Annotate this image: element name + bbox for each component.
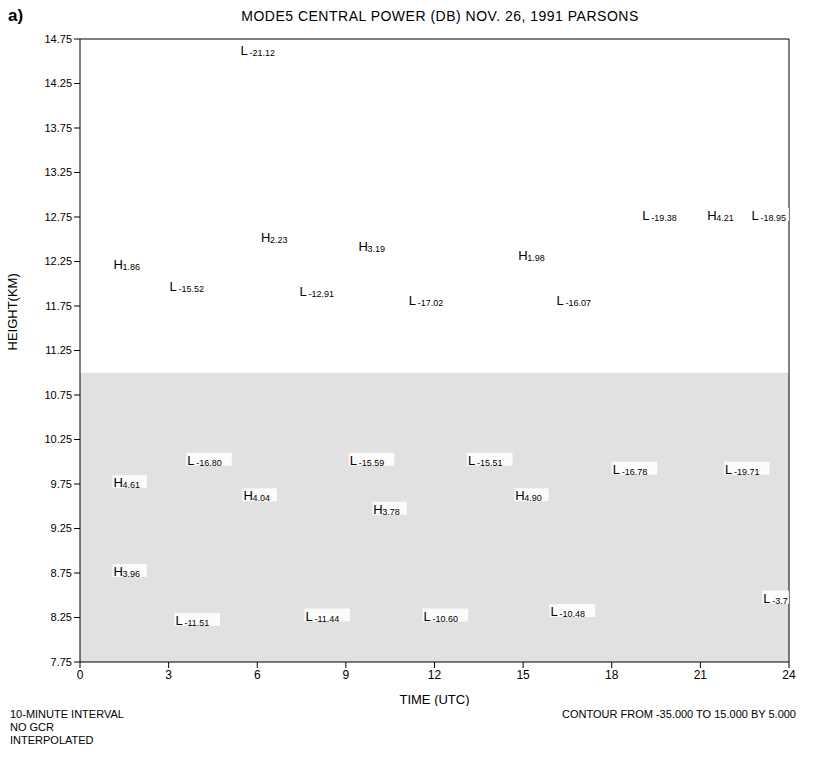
svg-text:L: L <box>305 609 312 624</box>
svg-text:6: 6 <box>254 668 261 682</box>
svg-text:4.21: 4.21 <box>716 213 734 223</box>
svg-text:0: 0 <box>77 668 84 682</box>
svg-text:L: L <box>557 293 564 308</box>
svg-text:-16.07: -16.07 <box>566 298 592 308</box>
svg-text:H: H <box>113 564 122 579</box>
svg-text:24: 24 <box>782 668 796 682</box>
html-text:a): a) <box>8 6 24 25</box>
svg-text:L: L <box>187 453 194 468</box>
svg-text:L: L <box>240 43 247 58</box>
svg-text:H: H <box>113 257 122 272</box>
svg-text:-11.51: -11.51 <box>184 618 209 628</box>
svg-text:L: L <box>613 462 620 477</box>
svg-text:11.75: 11.75 <box>45 300 72 312</box>
svg-text:-19.38: -19.38 <box>651 213 677 223</box>
svg-text:-16.80: -16.80 <box>196 458 222 468</box>
svg-text:8.75: 8.75 <box>51 567 72 579</box>
svg-text:TIME (UTC): TIME (UTC) <box>399 692 469 706</box>
svg-text:4.04: 4.04 <box>252 493 270 503</box>
svg-text:H: H <box>515 488 524 503</box>
svg-text:L: L <box>763 591 770 606</box>
svg-text:L: L <box>170 279 177 294</box>
svg-text:L: L <box>551 604 558 619</box>
svg-text:L: L <box>468 453 475 468</box>
svg-text:L: L <box>752 208 759 223</box>
svg-text:11.25: 11.25 <box>45 344 72 356</box>
svg-text:-15.52: -15.52 <box>179 284 205 294</box>
svg-text:10.75: 10.75 <box>44 389 72 401</box>
svg-text:7.75: 7.75 <box>51 656 72 668</box>
svg-text:-21.12: -21.12 <box>249 48 275 58</box>
svg-text:9: 9 <box>343 668 350 682</box>
svg-text:4.90: 4.90 <box>524 493 542 503</box>
svg-text:-12.91: -12.91 <box>309 289 335 299</box>
svg-text:H: H <box>707 208 716 223</box>
html-text:MODE5 CENTRAL POWER (DB) NOV.: MODE5 CENTRAL POWER (DB) NOV. 26, 1991 P… <box>241 8 639 24</box>
svg-text:9.25: 9.25 <box>51 522 72 534</box>
svg-text:3.78: 3.78 <box>382 507 400 517</box>
svg-text:10.25: 10.25 <box>44 433 72 445</box>
svg-text:L: L <box>175 613 182 628</box>
svg-text:L: L <box>350 453 357 468</box>
svg-text:12.75: 12.75 <box>44 211 72 223</box>
svg-text:3.96: 3.96 <box>122 569 140 579</box>
svg-text:H: H <box>261 230 270 245</box>
svg-text:12.25: 12.25 <box>44 255 72 267</box>
svg-text:-18.95: -18.95 <box>761 213 787 223</box>
svg-text:H: H <box>373 502 382 517</box>
svg-text:-10.48: -10.48 <box>560 609 586 619</box>
html-text:CONTOUR FROM -35.000 TO 15.000: CONTOUR FROM -35.000 TO 15.000 BY 5.000 <box>562 708 796 720</box>
svg-text:HEIGHT(KM): HEIGHT(KM) <box>5 273 20 350</box>
svg-text:3: 3 <box>165 668 172 682</box>
svg-text:-16.78: -16.78 <box>622 467 648 477</box>
svg-text:L: L <box>642 208 649 223</box>
html-text:INTERPOLATED: INTERPOLATED <box>10 734 94 746</box>
svg-text:3.19: 3.19 <box>368 244 386 254</box>
svg-text:L: L <box>424 609 431 624</box>
svg-text:2.23: 2.23 <box>270 235 288 245</box>
svg-text:12: 12 <box>428 668 442 682</box>
svg-text:9.75: 9.75 <box>51 478 72 490</box>
svg-text:18: 18 <box>605 668 619 682</box>
svg-text:-17.02: -17.02 <box>418 298 444 308</box>
svg-text:-3.7: -3.7 <box>772 596 788 606</box>
svg-text:14.25: 14.25 <box>44 77 72 89</box>
svg-text:H: H <box>518 248 527 263</box>
svg-text:4.61: 4.61 <box>122 480 140 490</box>
svg-text:21: 21 <box>694 668 708 682</box>
svg-text:L: L <box>300 284 307 299</box>
svg-text:H: H <box>113 475 122 490</box>
svg-text:13.25: 13.25 <box>44 166 72 178</box>
svg-text:8.25: 8.25 <box>51 611 72 623</box>
html-text:10-MINUTE INTERVAL: 10-MINUTE INTERVAL <box>10 708 124 720</box>
svg-text:14.75: 14.75 <box>44 33 72 45</box>
svg-text:H: H <box>359 239 368 254</box>
svg-text:15: 15 <box>516 668 530 682</box>
svg-text:-10.60: -10.60 <box>433 614 459 624</box>
svg-text:L: L <box>725 462 732 477</box>
svg-text:L: L <box>409 293 416 308</box>
html-text:NO GCR: NO GCR <box>10 721 54 733</box>
svg-text:-15.59: -15.59 <box>359 458 385 468</box>
svg-text:-11.44: -11.44 <box>314 614 339 624</box>
svg-text:1.86: 1.86 <box>122 262 140 272</box>
svg-text:-19.71: -19.71 <box>734 467 760 477</box>
svg-text:-15.51: -15.51 <box>477 458 503 468</box>
svg-text:1.98: 1.98 <box>527 253 545 263</box>
svg-text:H: H <box>243 488 252 503</box>
svg-text:13.75: 13.75 <box>44 122 72 134</box>
